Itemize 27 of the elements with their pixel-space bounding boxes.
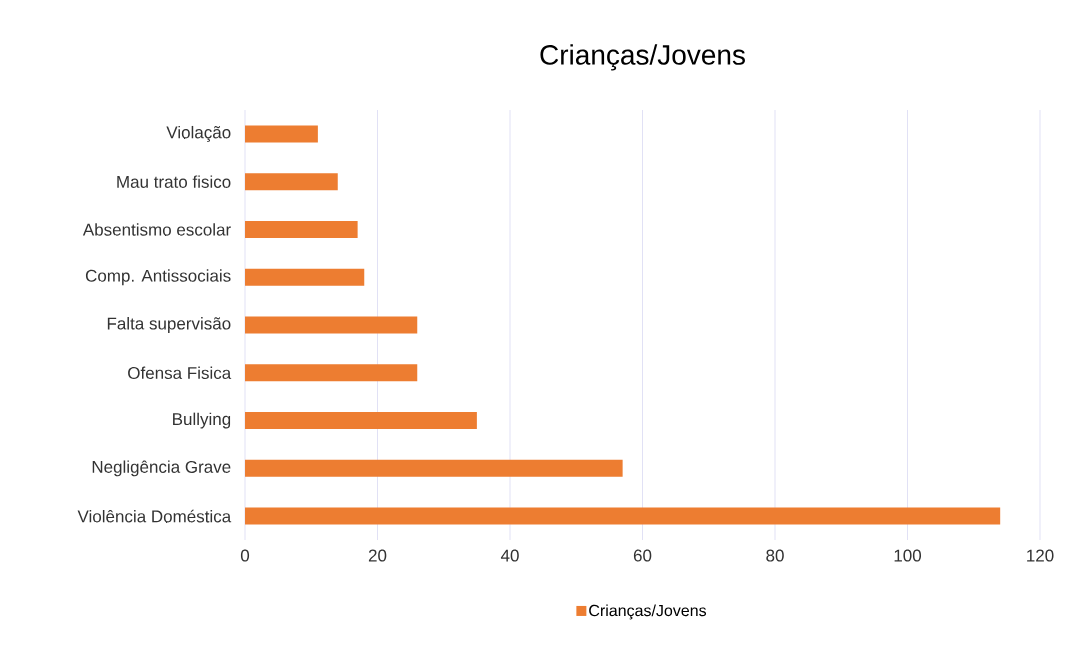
legend-label: Crianças/Jovens: [589, 604, 707, 620]
chart-title: Crianças/Jovens: [540, 44, 745, 71]
bar: [245, 173, 338, 191]
bar: [245, 220, 358, 238]
x-tick-label: 20: [368, 549, 387, 562]
y-tick-label: Falta supervisão: [107, 317, 231, 333]
x-tick-label: 100: [894, 549, 922, 562]
bar: [245, 316, 418, 334]
y-tick-label: Violência Doméstica: [77, 509, 232, 523]
x-tick-label: 40: [500, 549, 519, 562]
y-tick-label: Negligência Grave: [92, 460, 231, 477]
bar: [245, 364, 418, 382]
x-tick-label: 60: [633, 549, 652, 562]
bar: [245, 125, 318, 143]
y-tick-label: Comp. Antissociais: [85, 269, 231, 286]
bar: [245, 459, 623, 477]
bar: [245, 268, 365, 286]
y-tick-label: Ofensa Fisica: [128, 366, 232, 380]
y-tick-label: Absentismo escolar: [82, 223, 231, 236]
y-tick-label: Mau trato fisico: [117, 175, 231, 188]
x-tick-label: 80: [766, 549, 784, 562]
x-tick-label: 0: [240, 549, 250, 562]
bar: [245, 507, 1001, 525]
y-tick-label: Bullying: [173, 412, 231, 429]
x-tick-label: 120: [1027, 549, 1054, 562]
bar: [245, 412, 477, 430]
y-tick-label: Violação: [166, 125, 231, 142]
